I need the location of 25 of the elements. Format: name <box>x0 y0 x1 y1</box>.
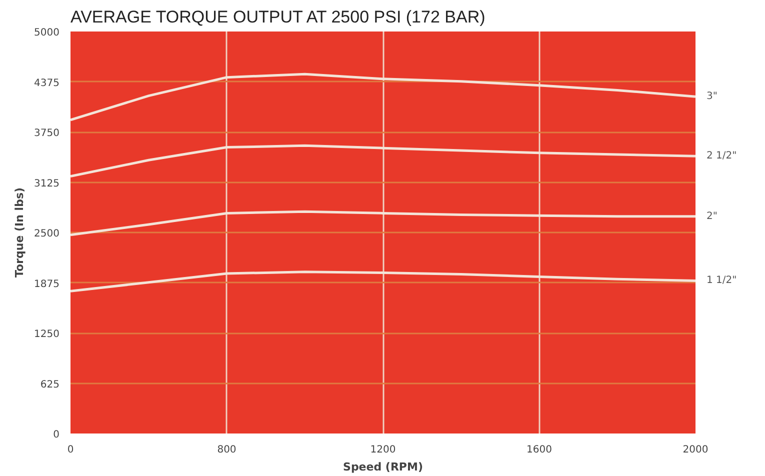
x-tick-label: 2000 <box>682 444 708 456</box>
x-tick-label: 800 <box>217 444 236 456</box>
line-series <box>70 210 696 236</box>
series-label: 1 1/2" <box>706 275 737 286</box>
line-series <box>70 72 696 122</box>
x-tick-label: 0 <box>67 444 74 456</box>
chart-title: AVERAGE TORQUE OUTPUT AT 2500 PSI (172 BAR) <box>70 8 486 26</box>
y-axis-title: Torque (In lbs) <box>13 187 26 278</box>
y-tick-label: 5000 <box>34 28 60 38</box>
y-tick-label: 1250 <box>34 329 60 340</box>
line-series <box>70 144 696 178</box>
y-tick-label: 625 <box>40 379 60 390</box>
y-tick-label: 0 <box>53 430 60 440</box>
line-series <box>70 270 696 292</box>
y-tick-label: 3125 <box>34 178 60 190</box>
x-tick-label: 1200 <box>370 444 396 456</box>
series-label: 2" <box>706 210 718 222</box>
x-axis-title: Speed (RPM) <box>343 460 423 474</box>
x-tick-label: 1600 <box>526 444 552 456</box>
series-label: 3" <box>706 91 718 102</box>
y-tick-label: 2500 <box>34 228 60 240</box>
y-tick-label: 1875 <box>34 278 60 290</box>
y-tick-label: 4375 <box>34 78 60 89</box>
y-tick-label: 3750 <box>34 128 60 139</box>
series-label: 2 1/2" <box>706 150 737 162</box>
